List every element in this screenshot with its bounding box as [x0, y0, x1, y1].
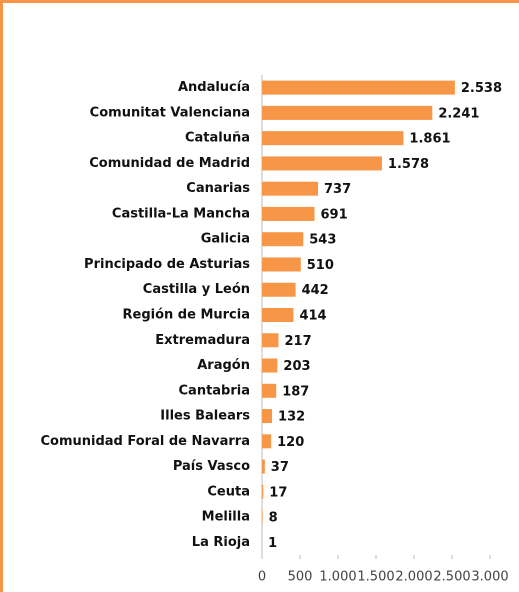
x-tick-label: 1.000 [319, 570, 356, 585]
category-label: Extremadura [155, 333, 250, 348]
bar [262, 105, 433, 120]
category-label: La Rioja [192, 535, 250, 550]
bar [262, 409, 273, 424]
bar [262, 131, 404, 146]
value-label: 8 [269, 511, 278, 526]
value-label: 543 [309, 233, 336, 248]
value-label: 203 [283, 359, 310, 374]
value-label: 217 [284, 334, 311, 349]
category-label: Castilla y León [143, 282, 250, 297]
value-label: 2.538 [461, 81, 502, 96]
bar [262, 181, 319, 196]
category-label: Región de Murcia [123, 308, 251, 323]
category-label: País Vasco [173, 459, 250, 474]
bar [262, 333, 279, 348]
category-label: Castilla-La Mancha [112, 206, 250, 221]
value-label: 737 [324, 182, 351, 197]
value-label: 1 [268, 536, 277, 551]
category-label: Galicia [201, 232, 250, 247]
value-label: 510 [307, 258, 334, 273]
category-label: Illes Balears [160, 409, 250, 424]
category-label: Aragón [197, 358, 250, 373]
value-label: 132 [278, 410, 305, 425]
category-label: Cantabria [179, 383, 251, 398]
bar [262, 434, 272, 449]
x-tick-label: 500 [288, 570, 313, 585]
category-label: Comunidad de Madrid [89, 156, 250, 171]
x-tick-label: 0 [258, 570, 266, 585]
bar [262, 232, 304, 247]
x-tick-label: 1.500 [357, 570, 394, 585]
value-label: 37 [271, 460, 289, 475]
x-tick-label: 3.000 [471, 570, 508, 585]
value-label: 120 [277, 435, 304, 450]
value-label: 2.241 [438, 106, 479, 121]
value-label: 187 [282, 384, 309, 399]
bar [262, 383, 277, 398]
category-label: Canarias [186, 181, 250, 196]
value-label: 442 [302, 283, 329, 298]
bar [262, 484, 264, 499]
bar [262, 459, 265, 474]
category-label: Andalucía [178, 80, 250, 95]
category-label: Comunitat Valenciana [90, 105, 250, 120]
bar [262, 510, 263, 525]
value-label: 1.578 [388, 157, 429, 172]
category-label: Melilla [202, 510, 250, 525]
bar [262, 80, 455, 95]
bar [262, 206, 315, 221]
bar [262, 308, 294, 322]
x-tick-label: 2.500 [433, 570, 470, 585]
value-label: 691 [321, 207, 348, 222]
x-tick-label: 2.000 [395, 570, 432, 585]
value-label: 1.861 [409, 132, 450, 147]
bar [262, 358, 278, 373]
category-label: Ceuta [207, 484, 250, 499]
category-label: Cataluña [185, 131, 250, 146]
category-label: Comunidad Foral de Navarra [41, 434, 251, 449]
category-label: Principado de Asturias [84, 257, 250, 272]
bar [262, 257, 301, 272]
value-label: 414 [299, 309, 326, 324]
bar [262, 156, 382, 171]
value-label: 17 [269, 485, 287, 500]
bar [262, 282, 296, 297]
